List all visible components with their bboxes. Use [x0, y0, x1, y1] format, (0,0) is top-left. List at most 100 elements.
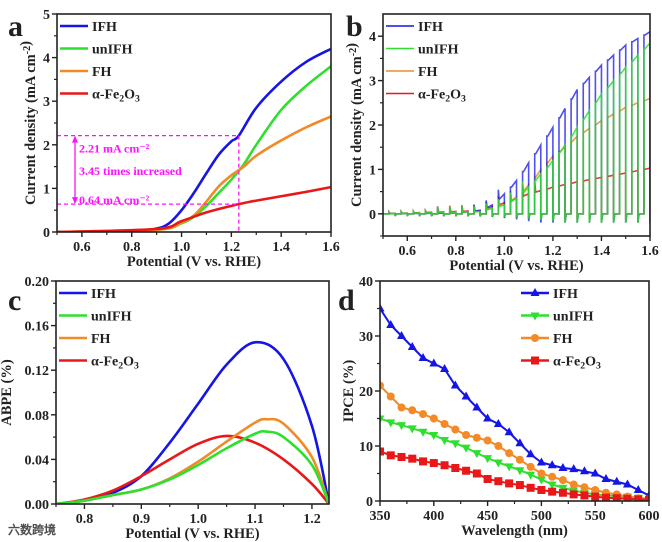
square-marker: [386, 451, 395, 460]
subscript: 2: [445, 94, 450, 105]
triangle-down-marker: [536, 476, 546, 485]
legend: IFH unIFH FH α-Fe2O3: [386, 20, 466, 105]
subscript: 2: [119, 94, 124, 105]
square-marker: [531, 356, 539, 365]
y-tick-label: 0.08: [25, 409, 50, 424]
y-tick-label: 0.00: [25, 498, 50, 513]
triangle-down-marker: [504, 463, 514, 472]
subscript: 3: [134, 361, 139, 372]
triangle-down-marker: [526, 471, 536, 480]
square-marker: [548, 487, 557, 496]
x-tick-label: 1.0: [496, 244, 514, 259]
series-line-Fe2O3: [56, 434, 329, 504]
superscript: -2: [22, 46, 33, 54]
series-group: [56, 340, 329, 504]
x-tick-label: 0.6: [399, 244, 417, 259]
x-tick-label: 0.8: [123, 240, 141, 255]
x-tick-label: 1.0: [189, 512, 207, 527]
text-part: α-Fe: [91, 355, 118, 370]
x-tick-label: 0.6: [73, 240, 91, 255]
x-axis-label: Potential (V vs. RHE): [127, 254, 261, 270]
series-group: [57, 47, 331, 232]
square-marker: [558, 488, 567, 497]
series-line-FH: [57, 115, 331, 232]
annotation-ratio-text: 3.45 times increased: [79, 164, 182, 178]
triangle-down-marker: [461, 444, 471, 453]
triangle-up-marker: [429, 358, 439, 367]
triangle-up-marker: [380, 303, 385, 312]
legend-label-unIFH: unIFH: [553, 310, 594, 325]
square-marker: [462, 466, 471, 475]
square-marker: [645, 495, 649, 501]
triangle-down-marker: [386, 419, 396, 428]
panel-d: d 350 400 450 500 550 600 0 10 20 30 40 Wavelength (…: [338, 275, 660, 539]
y-tick-label: 20: [359, 385, 373, 400]
circle-marker: [451, 425, 460, 434]
legend-label-unIFH: unIFH: [92, 43, 133, 58]
circle-marker: [558, 476, 567, 485]
triangle-down-marker: [440, 436, 450, 445]
series-line-unIFH: [56, 429, 329, 504]
text-part: O: [450, 88, 461, 103]
y-tick-label: 30: [359, 330, 373, 345]
text-part: IPCE (%): [341, 360, 357, 423]
x-tick-label: 0.8: [447, 244, 465, 259]
triangle-up-marker: [440, 364, 450, 372]
y-tick-label: 4: [43, 52, 50, 67]
series-group: [383, 30, 650, 223]
legend-label-FH: FH: [92, 65, 112, 80]
legend-label-FH: FH: [553, 332, 573, 347]
triangle-up-marker: [536, 457, 546, 466]
circle-marker: [380, 381, 384, 390]
triangle-down-marker: [429, 432, 439, 440]
y-axis-label: Current density (mA cm-2): [18, 41, 39, 205]
series-line-IFH: [383, 30, 650, 223]
triangle-down-marker: [515, 467, 525, 476]
triangle-up-marker: [622, 479, 632, 488]
triangle-up-marker: [515, 438, 525, 447]
text-part: unIFH: [92, 43, 133, 58]
series-line-FH: [380, 384, 649, 501]
text-part: O: [585, 355, 596, 370]
square-marker: [526, 483, 535, 492]
circle-marker: [537, 469, 546, 478]
x-tick-label: 1.1: [246, 512, 264, 527]
triangle-down-marker: [530, 312, 540, 321]
text-part: IFH: [553, 287, 578, 302]
y-tick-label: 0: [43, 226, 50, 241]
circle-marker: [419, 410, 428, 419]
text-part: Current density (mA cm: [349, 56, 365, 207]
triangle-up-marker: [386, 320, 396, 328]
circle-marker: [548, 472, 557, 481]
legend-label-Fe2O3: α-Fe2O3: [92, 88, 140, 105]
circle-marker: [505, 449, 514, 458]
legend-label-Fe2O3: α-Fe2O3: [553, 355, 601, 372]
triangle-down-marker: [483, 455, 493, 464]
y-tick-label: 0.12: [25, 364, 50, 379]
legend: IFH unIFH FH α-Fe2O3: [521, 287, 601, 372]
legend: IFH unIFH FH α-Fe2O3: [60, 20, 140, 105]
triangle-up-marker: [526, 449, 536, 458]
text-part: unIFH: [418, 43, 459, 58]
triangle-up-marker: [569, 464, 579, 473]
text-part: ): [344, 43, 360, 48]
annotation-group: 2.21 mA cm⁻² 3.45 times increased 0.64 mA …: [57, 134, 240, 232]
arrow-head-up: [72, 135, 78, 143]
circle-marker: [526, 462, 535, 471]
text-part: ): [18, 41, 34, 46]
square-marker: [483, 475, 492, 483]
text-part: FH: [92, 65, 112, 80]
text-part: ABPE (%): [0, 359, 15, 426]
text-part: IFH: [92, 20, 117, 35]
subscript: 3: [596, 361, 601, 372]
x-tick-label: 1.6: [641, 244, 659, 259]
text-part: α-Fe: [553, 355, 580, 370]
square-marker: [612, 494, 621, 501]
x-axis-label: Potential (V vs. RHE): [125, 526, 259, 542]
text-part: O: [124, 88, 135, 103]
square-marker: [380, 447, 384, 456]
y-tick-label: 4: [369, 30, 376, 45]
annotation-lower-value: 0.64 mA cm⁻²: [79, 193, 150, 207]
